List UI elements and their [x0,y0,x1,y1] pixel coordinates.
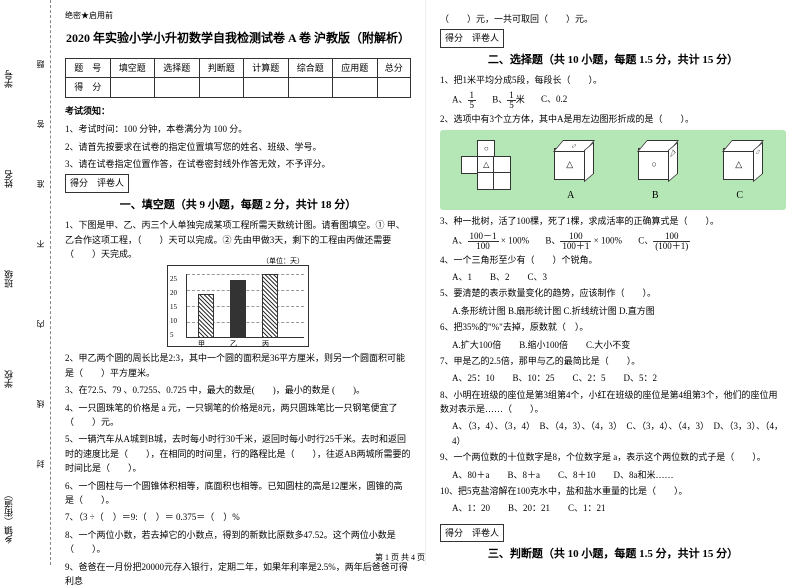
section2-title: 二、选择题（共 10 小题，每题 1.5 分，共计 15 分） [440,52,786,70]
score-th-5: 综合题 [288,58,333,77]
dash-seal: 封 [35,460,46,468]
q2-3-opts: A、100－1100 × 100% B、100100＋1 × 100% C、10… [452,232,786,251]
xlab-bing: 丙 [262,339,269,350]
xlab-yi: 乙 [230,339,237,350]
section1-title: 一、填空题（共 9 小题，每题 2 分，共计 18 分） [65,197,411,215]
q1-4: 4、一只圆珠笔的价格是 a 元，一只钢笔的价格是8元，两只圆珠笔比一只钢笔便宜了… [65,401,411,430]
q2-4: 4、一个三角形至少有（ ）个锐角。 [440,253,786,267]
dash-line: 线 [35,400,46,408]
score-th-2: 选择题 [155,58,200,77]
ylab-10: 10 [170,316,177,327]
scorer-box-3: 得分 评卷人 [440,524,504,542]
bar-jia [198,294,214,338]
notice-2: 2、请首先按要求在试卷的指定位置填写您的姓名、班级、学号。 [65,140,411,154]
ylab-5: 5 [170,330,174,341]
q1-9-cont: （ ）元，一共可取回（ ）元。 [440,12,786,26]
dash-allow: 准 [35,180,46,188]
section3-title: 三、判断题（共 10 小题，每题 1.5 分，共计 15 分） [440,546,786,564]
exam-title: 2020 年实验小学小升初数学自我检测试卷 A 卷 沪教版（附解析） [65,29,411,48]
notice-title: 考试须知： [65,104,411,118]
cube-b: ○ △ B [630,136,680,204]
page-footer: 第 1 页 共 4 页 [375,552,425,563]
bar-yi [230,280,246,338]
score-blank-4[interactable] [244,78,289,97]
score-th-7: 总分 [377,58,411,77]
xlab-jia: 甲 [198,339,205,350]
q2-4-opts: A、1 B、2 C、3 [452,270,786,284]
ylab-25: 25 [170,274,177,285]
dash-answer: 答 [35,120,46,128]
q1-7: 7、（3 ÷（ ）＝9:（ ）＝ 0.375＝（ ）% [65,510,411,524]
q1-1: 1、下图是甲、乙、丙三个人单独完成某项工程所需天数统计图。请看图填空。① 甲、乙… [65,218,411,261]
q2-1: 1、把1米平均分成5段，每段长（ ）。 [440,73,786,87]
q2-7-opts: A、25：10 B、10：25 C、2：5 D、5：2 [452,371,786,385]
q2-6-opts: A.扩大100倍 B.缩小100倍 C.大小不变 [452,338,786,352]
dash-in: 内 [35,320,46,328]
q2-7: 7、甲是乙的2.5倍，那甲与乙的最简比是（ ）。 [440,354,786,368]
notice-3: 3、请在试卷指定位置作答，在试卷密封线外作答无效，不予评分。 [65,157,411,171]
score-blank-6[interactable] [333,78,378,97]
q1-8: 8、一个两位小数，若去掉它的小数点，得到的新数比原数多47.52。这个两位小数是… [65,528,411,557]
q1-6: 6、一个圆柱与一个圆锥体积相等，底面积也相等。已知圆柱的高是12厘米，圆锥的高是… [65,479,411,508]
q2-10: 10、把5克盐溶解在100克水中，盐和盐水重量的比是（ ）。 [440,484,786,498]
score-th-3: 判断题 [199,58,244,77]
spine-label-class: 班级 [2,270,15,288]
q1-9: 9、爸爸在一月份把20000元存入银行，定期二年，如果年利率是2.5%，两年后爸… [65,560,411,588]
scorer-box-1: 得分 评卷人 [65,174,129,192]
q2-10-opts: A、1：20 B、20：21 C、1：21 [452,501,786,515]
spine-label-township: 乡镇（街道） [2,490,15,544]
right-column: （ ）元，一共可取回（ ）元。 得分 评卷人 二、选择题（共 10 小题，每题 … [426,0,800,565]
cube-diagram: ○ △ △ ○ A ○ [440,130,786,210]
score-th-6: 应用题 [333,58,378,77]
q1-2: 2、甲乙两个圆的周长比是2:3，其中一个圆的面积是36平方厘米，则另一个圆面积可… [65,351,411,380]
dash-not: 不 [35,240,46,248]
score-blank-1[interactable] [110,78,155,97]
q2-6: 6、把35%的"%"去掉，原数就（ ）。 [440,320,786,334]
spine-label-name: 姓名 [2,170,15,188]
notice-1: 1、考试时间：100 分钟，本卷满分为 100 分。 [65,122,411,136]
score-th-1: 填空题 [110,58,155,77]
score-row-label: 得 分 [66,78,111,97]
q2-9-opts: A、80＋a B、8＋a C、8＋10 D、8a和米…… [452,468,786,482]
left-column: 绝密★启用前 2020 年实验小学小升初数学自我检测试卷 A 卷 沪教版（附解析… [51,0,426,565]
q1-5: 5、一辆汽车从A城到B城，去时每小时行30千米，返回时每小时行25千米。去时和返… [65,432,411,475]
score-th-4: 计算题 [244,58,289,77]
cube-a: △ ○ A [546,136,596,204]
ylab-15: 15 [170,302,177,313]
q2-2: 2、选项中有3个立方体，其中A是用左边图形折成的是（ ）。 [440,112,786,126]
q2-3: 3、种一批树，活了100棵，死了1棵，求成活率的正确算式是（ ）。 [440,214,786,228]
score-blank-2[interactable] [155,78,200,97]
score-blank-7[interactable] [377,78,411,97]
q2-5-opts: A.条形统计图 B.扇形统计图 C.折线统计图 D.直方图 [452,304,786,318]
score-blank-5[interactable] [288,78,333,97]
spine-label-school: 学校 [2,370,15,388]
q2-9: 9、一个两位数的十位数字是8，个位数字是 a，表示这个两位数的式子是（ ）。 [440,450,786,464]
cube-net: ○ △ [461,140,511,200]
q1-3: 3、在72.5、79 、0.7255、0.725 中，最大的数是( )，最小的数… [65,383,411,397]
ylab-20: 20 [170,288,177,299]
spine-label-id: 学号 [2,70,15,88]
score-table: 题 号 填空题 选择题 判断题 计算题 综合题 应用题 总分 得 分 [65,58,411,98]
score-th-0: 题 号 [66,58,111,77]
bar-chart: （单位：天） 25 20 15 10 5 甲 乙 丙 [167,265,309,347]
q2-5: 5、要清楚的表示数量变化的趋势，应该制作（ ）。 [440,286,786,300]
dash-question: 题 [35,60,46,68]
q2-8: 8、小明在班级的座位是第3组第4个，小红在班级的座位是第4组第3个，他们的座位用… [440,388,786,417]
chart-title: （单位：天） [262,256,304,267]
score-blank-3[interactable] [199,78,244,97]
q2-1-opts: A、15 B、15米 C、0.2 [452,91,786,110]
secret-header: 绝密★启用前 [65,10,411,23]
cube-c: △ ○ C [715,136,765,204]
scorer-box-2: 得分 评卷人 [440,29,504,47]
bar-bing [262,274,278,338]
q2-8-opts: A、（3，4）、（3，4） B、（4，3）、（4，3） C、（3，4）、（4，3… [452,419,786,448]
binding-spine: 乡镇（街道） 学校 班级 姓名 学号 封 线 内 不 准 答 题 [0,0,51,565]
